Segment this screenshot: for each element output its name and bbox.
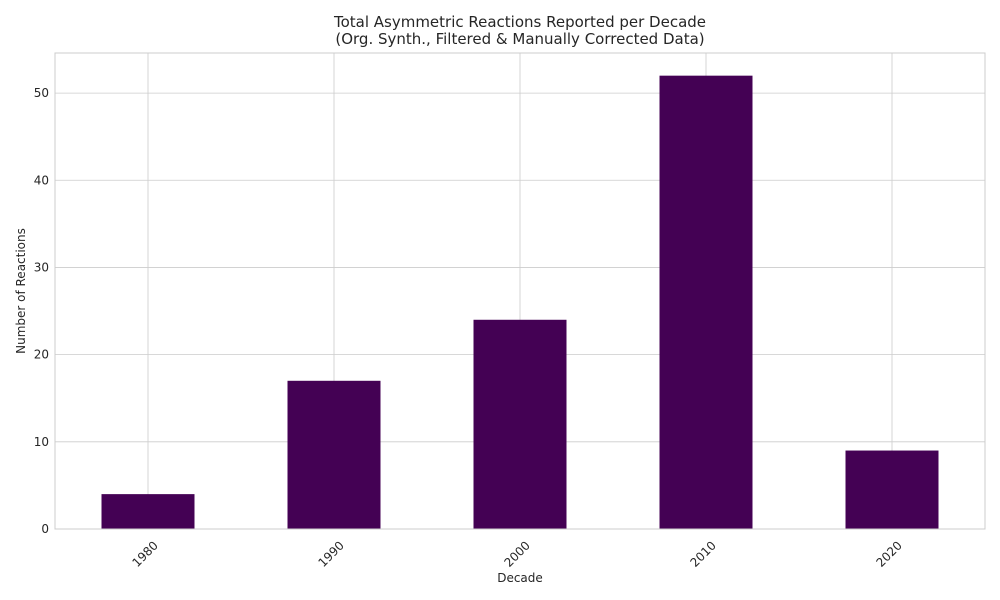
x-tick-label: 2020 — [873, 538, 904, 569]
y-tick-label: 20 — [34, 348, 49, 362]
x-axis-ticks: 1980 1990 2000 2010 2020 — [129, 538, 904, 569]
bar-2020 — [845, 450, 939, 529]
y-tick-label: 0 — [41, 522, 49, 536]
x-tick-label: 2000 — [501, 538, 532, 569]
x-axis-label: Decade — [497, 571, 543, 585]
x-tick-label: 2010 — [687, 538, 718, 569]
y-axis-ticks: 0 10 20 30 40 50 — [34, 86, 49, 536]
bar-1980 — [101, 494, 195, 529]
x-tick-label: 1990 — [315, 538, 346, 569]
y-tick-label: 40 — [34, 173, 49, 187]
x-tick-label: 1980 — [129, 538, 160, 569]
y-tick-label: 50 — [34, 86, 49, 100]
chart-title: Total Asymmetric Reactions Reported per … — [333, 13, 706, 48]
chart-title-line-2: (Org. Synth., Filtered & Manually Correc… — [335, 30, 704, 48]
y-tick-label: 30 — [34, 260, 49, 274]
y-tick-label: 10 — [34, 435, 49, 449]
bar-2000 — [473, 319, 567, 529]
plot-frame — [54, 52, 986, 530]
y-axis-label: Number of Reactions — [14, 228, 28, 354]
bar-2010 — [659, 75, 753, 530]
bar-1990 — [287, 380, 381, 529]
bars — [101, 75, 939, 530]
chart-title-line-1: Total Asymmetric Reactions Reported per … — [333, 13, 706, 31]
